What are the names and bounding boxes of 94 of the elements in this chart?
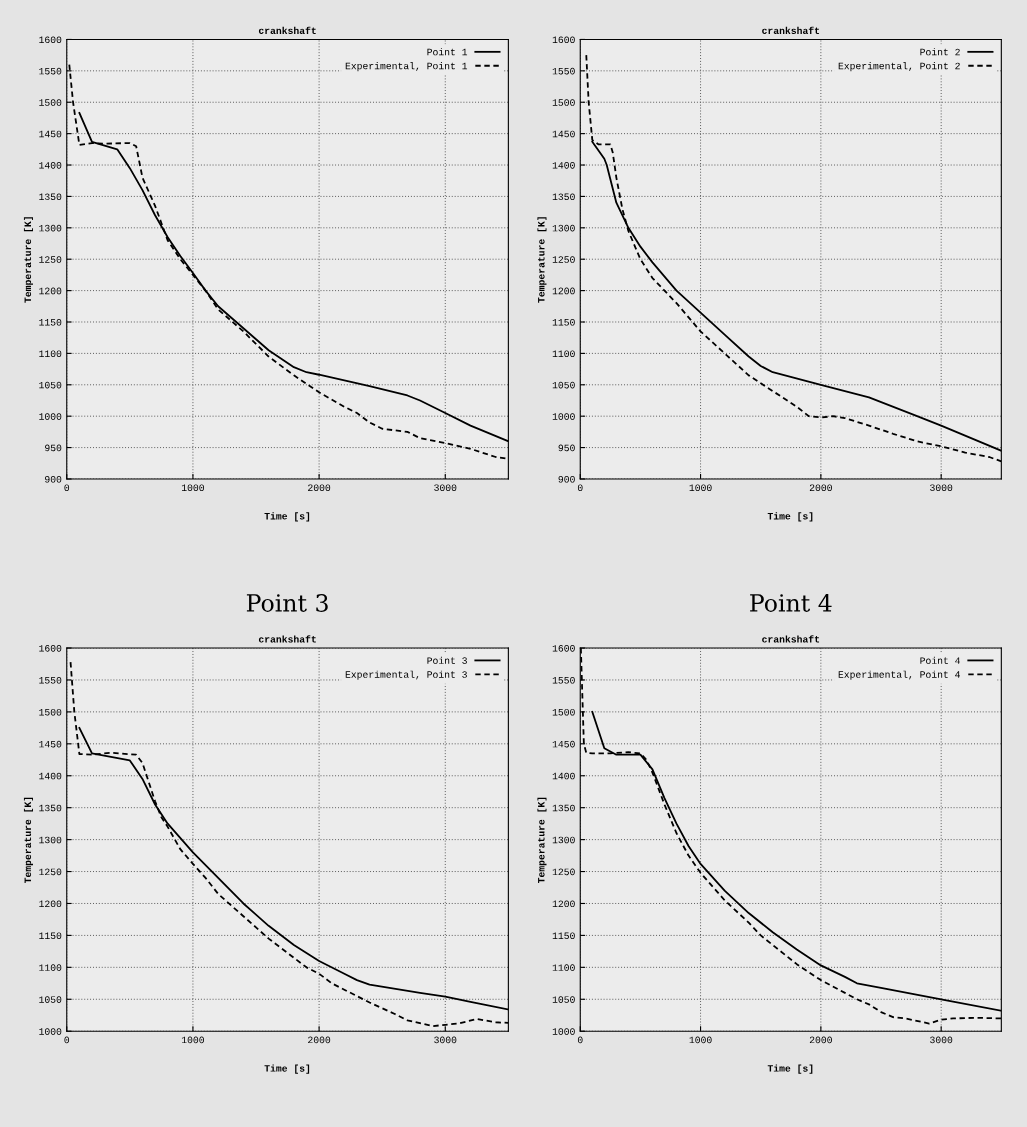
x-tick-label: 0 — [64, 1036, 70, 1044]
x-tick-label: 2000 — [308, 1036, 331, 1044]
y-tick-label: 1250 — [552, 868, 575, 876]
legend-label: Experimental, Point 3 — [345, 670, 467, 680]
y-tick-label: 1350 — [552, 804, 575, 812]
x-axis-title: Time [s] — [767, 1064, 813, 1074]
y-tick-label: 1550 — [552, 67, 575, 75]
y-tick-label: 1450 — [39, 130, 62, 138]
y-tick-label: 1150 — [552, 932, 575, 940]
y-tick-label: 1200 — [552, 287, 575, 295]
y-tick-label: 900 — [45, 475, 62, 483]
y-tick-label: 1500 — [39, 99, 62, 106]
x-tick-label: 1000 — [181, 1036, 204, 1044]
y-tick-label: 1100 — [552, 964, 575, 971]
y-tick-label: 1500 — [552, 708, 575, 716]
y-axis-title: Temperature [K] — [23, 797, 33, 884]
y-tick-label: 1200 — [39, 900, 62, 908]
y-tick-label: 1350 — [552, 193, 575, 201]
y-tick-label: 1100 — [552, 350, 575, 358]
y-tick-label: 1200 — [552, 900, 575, 908]
y-tick-label: 1050 — [552, 381, 575, 389]
y-tick-label: 1400 — [39, 162, 62, 169]
x-tick-label: 1000 — [689, 484, 712, 491]
y-tick-label: 1000 — [552, 413, 575, 420]
chart-title: Point 4 — [750, 594, 832, 612]
x-tick-label: 3000 — [434, 484, 457, 491]
x-tick-label: 0 — [64, 484, 70, 491]
y-tick-label: 1400 — [552, 162, 575, 169]
y-tick-label: 1000 — [552, 1028, 575, 1035]
y-tick-label: 1100 — [39, 350, 62, 358]
x-tick-label: 2000 — [308, 484, 331, 491]
y-tick-label: 1000 — [39, 1028, 62, 1035]
x-axis-title: Time [s] — [264, 512, 310, 522]
y-tick-label: 1450 — [552, 740, 575, 748]
y-axis-title: Temperature [K] — [537, 217, 547, 303]
legend-label: Point 2 — [920, 48, 960, 56]
x-tick-label: 1000 — [181, 484, 204, 491]
y-tick-label: 1500 — [39, 708, 62, 716]
y-tick-label: 1200 — [39, 287, 62, 295]
y-tick-label: 1400 — [552, 772, 575, 780]
y-tick-label: 1350 — [39, 193, 62, 201]
y-tick-label: 1050 — [552, 996, 575, 1003]
chart-subtitle: crankshaft — [762, 635, 820, 643]
legend-label: Experimental, Point 2 — [838, 62, 960, 72]
legend-label: Experimental, Point 4 — [838, 670, 960, 680]
y-tick-label: 1500 — [552, 99, 575, 106]
y-tick-label: 1000 — [39, 413, 62, 420]
legend-label: Point 1 — [427, 48, 468, 56]
y-tick-label: 1350 — [39, 804, 62, 812]
y-axis-title: Temperature [K] — [23, 217, 33, 303]
y-tick-label: 1100 — [39, 964, 62, 971]
legend-label: Experimental, Point 1 — [345, 62, 468, 72]
x-tick-label: 0 — [577, 484, 583, 491]
y-tick-label: 1600 — [552, 645, 575, 652]
y-tick-label: 1550 — [39, 67, 62, 75]
y-tick-label: 1300 — [552, 224, 575, 232]
x-tick-label: 2000 — [809, 484, 832, 491]
y-tick-label: 1300 — [39, 836, 62, 844]
y-tick-label: 1150 — [552, 319, 575, 326]
y-tick-label: 1150 — [39, 932, 62, 940]
y-tick-label: 1450 — [552, 130, 575, 138]
y-tick-label: 1600 — [39, 645, 62, 652]
y-tick-label: 900 — [558, 475, 575, 483]
chart-title: crankshaft — [258, 26, 316, 34]
chart-title: crankshaft — [762, 26, 820, 34]
y-tick-label: 1400 — [39, 772, 62, 780]
x-axis-title: Time [s] — [767, 512, 813, 522]
y-tick-label: 1450 — [39, 740, 62, 748]
y-tick-label: 1250 — [39, 256, 62, 263]
x-tick-label: 2000 — [809, 1036, 832, 1044]
y-tick-label: 1600 — [39, 36, 62, 44]
chart-title: Point 3 — [246, 594, 328, 612]
y-tick-label: 950 — [558, 444, 575, 452]
legend-label: Point 3 — [427, 656, 467, 664]
y-tick-label: 1250 — [39, 868, 62, 876]
y-tick-label: 1050 — [39, 381, 62, 389]
y-tick-label: 1300 — [552, 836, 575, 844]
y-tick-label: 1550 — [39, 676, 62, 684]
x-tick-label: 3000 — [434, 1036, 457, 1044]
y-tick-label: 950 — [45, 444, 62, 452]
y-tick-label: 1600 — [552, 36, 575, 44]
x-tick-label: 3000 — [930, 484, 953, 491]
y-tick-label: 1050 — [39, 996, 62, 1003]
y-axis-title: Temperature [K] — [537, 797, 547, 884]
x-axis-title: Time [s] — [264, 1064, 310, 1074]
y-tick-label: 1150 — [39, 319, 62, 326]
x-tick-label: 3000 — [930, 1036, 953, 1044]
y-tick-label: 1300 — [39, 224, 62, 232]
chart-subtitle: crankshaft — [258, 635, 316, 643]
y-tick-label: 1250 — [552, 256, 575, 263]
x-tick-label: 1000 — [689, 1036, 712, 1044]
y-tick-label: 1550 — [552, 676, 575, 684]
legend-label: Point 4 — [920, 656, 960, 664]
x-tick-label: 0 — [577, 1036, 583, 1044]
